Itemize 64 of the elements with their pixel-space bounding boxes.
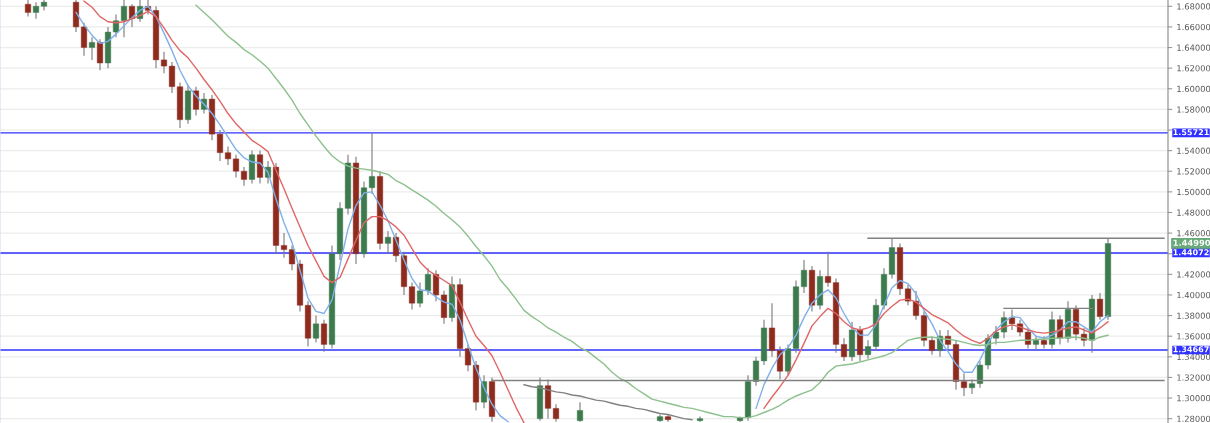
ref-line-label: 1.55721 bbox=[1173, 129, 1209, 136]
y-tick-label: 1.64000 bbox=[1177, 44, 1210, 51]
y-tick-label: 1.62000 bbox=[1177, 65, 1210, 72]
y-tick-label: 1.28000 bbox=[1177, 415, 1210, 422]
y-tick-label: 1.66000 bbox=[1177, 23, 1210, 31]
y-tick-label: 1.36000 bbox=[1177, 333, 1210, 340]
candlestick bbox=[368, 132, 376, 195]
candlestick bbox=[432, 269, 440, 302]
candlestick bbox=[576, 401, 584, 423]
candlestick bbox=[1032, 335, 1040, 352]
candlestick bbox=[768, 302, 776, 358]
candlestick bbox=[232, 154, 240, 178]
y-tick-label: 1.40000 bbox=[1177, 291, 1210, 299]
candlestick bbox=[384, 230, 392, 255]
y-tick-label: 1.30000 bbox=[1177, 395, 1210, 402]
y-tick-label: 1.60000 bbox=[1177, 85, 1210, 93]
candlestick bbox=[320, 319, 328, 353]
candlestick bbox=[824, 251, 832, 288]
candlestick bbox=[440, 290, 448, 325]
y-tick-label: 1.50000 bbox=[1177, 188, 1210, 196]
candlestick bbox=[192, 86, 200, 117]
y-tick-label: 1.42000 bbox=[1177, 271, 1210, 278]
candlestick bbox=[32, 1, 40, 20]
candlestick bbox=[416, 282, 424, 308]
candlestick bbox=[1024, 327, 1032, 350]
y-tick-label: 1.38000 bbox=[1177, 312, 1210, 319]
candlestick bbox=[800, 259, 808, 294]
candlestick bbox=[224, 145, 232, 166]
candlestick bbox=[992, 325, 1000, 345]
line-series bbox=[523, 383, 693, 421]
y-tick-label: 1.32000 bbox=[1177, 374, 1210, 381]
candlestick bbox=[256, 150, 264, 185]
candlestick bbox=[216, 129, 224, 162]
candlestick bbox=[280, 232, 288, 259]
candlestick bbox=[40, 0, 48, 11]
y-tick-label: 1.46000 bbox=[1177, 230, 1210, 237]
candlestick bbox=[784, 343, 792, 376]
candlestick bbox=[312, 315, 320, 343]
candlestick bbox=[240, 166, 248, 187]
candlestick bbox=[120, 0, 128, 38]
candlestick bbox=[464, 343, 472, 372]
candlestick bbox=[80, 22, 88, 57]
candlestick bbox=[96, 38, 104, 71]
candlestick bbox=[408, 282, 416, 310]
ref-line-label: 1.44072 bbox=[1173, 249, 1209, 256]
candlestick bbox=[424, 267, 432, 296]
candlestick bbox=[168, 61, 176, 94]
candlestick bbox=[912, 290, 920, 321]
y-tick-label: 1.58000 bbox=[1177, 106, 1210, 113]
candlestick bbox=[88, 36, 96, 61]
y-tick-label: 1.52000 bbox=[1177, 168, 1210, 175]
y-tick-label: 1.34000 bbox=[1177, 353, 1210, 361]
candlestick bbox=[112, 13, 120, 38]
text: 1.44990 bbox=[1173, 239, 1210, 246]
candlestick bbox=[928, 335, 936, 356]
ref-line-label: 1.34667 bbox=[1173, 346, 1209, 353]
candlestick bbox=[840, 337, 848, 362]
candlestick bbox=[1096, 292, 1104, 321]
candlestick bbox=[288, 244, 296, 271]
y-tick-label: 1.68000 bbox=[1177, 3, 1210, 10]
y-tick-label: 1.48000 bbox=[1177, 209, 1210, 216]
candlestick bbox=[864, 339, 872, 360]
candlestick bbox=[160, 51, 168, 74]
y-tick-label: 1.54000 bbox=[1177, 147, 1210, 154]
